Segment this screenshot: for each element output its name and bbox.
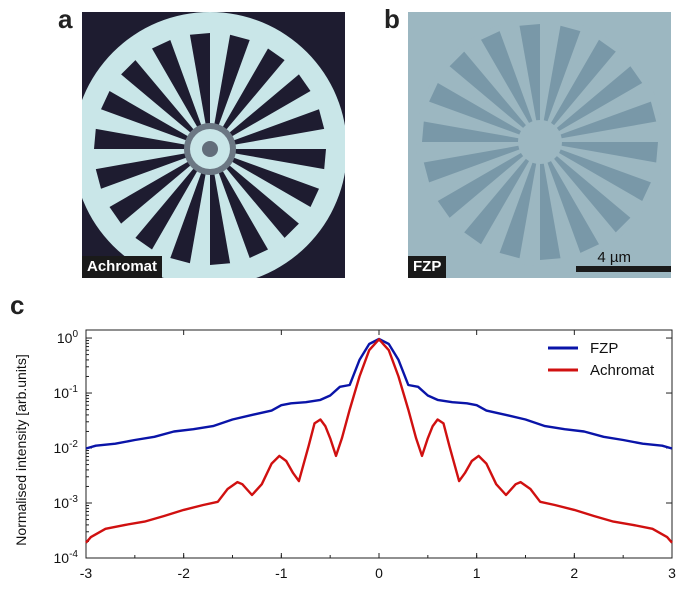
series-line-achromat <box>85 338 673 544</box>
star-spoke <box>547 161 599 253</box>
star-spoke <box>422 121 519 142</box>
y-axis-label: Normalised intensity [arb.units] <box>13 354 29 545</box>
series-line-fzp <box>85 337 673 450</box>
star-spoke <box>234 109 325 145</box>
star-spoke <box>423 145 520 183</box>
star-spoke <box>214 34 250 125</box>
achromat-image: Achromat <box>82 12 345 278</box>
y-tick-label: 100 <box>57 329 79 346</box>
x-tick-label: -3 <box>80 565 93 581</box>
legend-label: Achromat <box>590 362 655 379</box>
y-tick-label: 10-2 <box>54 439 79 456</box>
star-spoke <box>499 162 537 259</box>
star-spoke <box>561 142 658 163</box>
star-spoke <box>235 149 326 170</box>
star-spoke <box>560 101 657 139</box>
star-spoke <box>232 157 319 207</box>
achromat-image-label: Achromat <box>82 255 163 278</box>
star-spoke <box>481 31 533 123</box>
star-spoke <box>95 153 186 189</box>
star-spoke <box>109 162 191 224</box>
star-spoke <box>218 171 268 258</box>
panel-a-letter: a <box>58 4 73 34</box>
x-tick-label: 1 <box>473 565 481 581</box>
y-tick-label: 10-3 <box>54 494 79 511</box>
star-spoke <box>94 128 185 149</box>
star-spoke <box>551 39 616 126</box>
achromat-siemens-star <box>82 12 345 278</box>
star-spoke <box>226 165 299 238</box>
x-tick-label: 0 <box>375 565 383 581</box>
fzp-image: FZP 4 µm <box>408 12 671 278</box>
y-tick-label: 10-1 <box>54 384 79 401</box>
intensity-profile-chart: -3 -2 -1 0 1 2 3 100 10-1 10-2 10-3 10-4 FZP Achroma… <box>13 329 676 581</box>
star-spoke <box>554 156 631 233</box>
star-spoke <box>464 158 529 245</box>
star-spoke <box>121 60 194 133</box>
star-spoke <box>152 40 202 127</box>
star-spoke <box>559 149 651 201</box>
star-spoke <box>135 168 197 250</box>
star-spoke <box>429 83 521 135</box>
star-spoke <box>101 91 188 141</box>
star-spoke <box>223 48 285 130</box>
star-spoke <box>543 25 581 122</box>
star-spoke <box>189 33 210 124</box>
star-spoke <box>556 66 643 131</box>
x-tick-label: -2 <box>177 565 190 581</box>
star-spoke <box>449 51 526 128</box>
y-tick-label: 10-4 <box>54 549 79 566</box>
panel-b-letter: b <box>384 4 400 34</box>
plot-frame <box>85 329 673 559</box>
star-spoke <box>437 153 524 218</box>
scalebar <box>576 266 671 272</box>
star-spoke <box>519 24 540 121</box>
x-tick-label: -1 <box>275 565 288 581</box>
x-tick-label: 3 <box>668 565 676 581</box>
star-spoke <box>170 173 206 264</box>
panel-c-letter: c <box>10 290 25 320</box>
legend-label: FZP <box>590 340 618 357</box>
star-spoke <box>210 174 231 265</box>
star-spoke <box>229 74 311 136</box>
fzp-image-label: FZP <box>408 255 447 278</box>
x-tick-label: 2 <box>570 565 578 581</box>
star-spoke <box>540 163 561 260</box>
scalebar-label: 4 µm <box>597 249 631 266</box>
fzp-siemens-star <box>408 12 671 278</box>
